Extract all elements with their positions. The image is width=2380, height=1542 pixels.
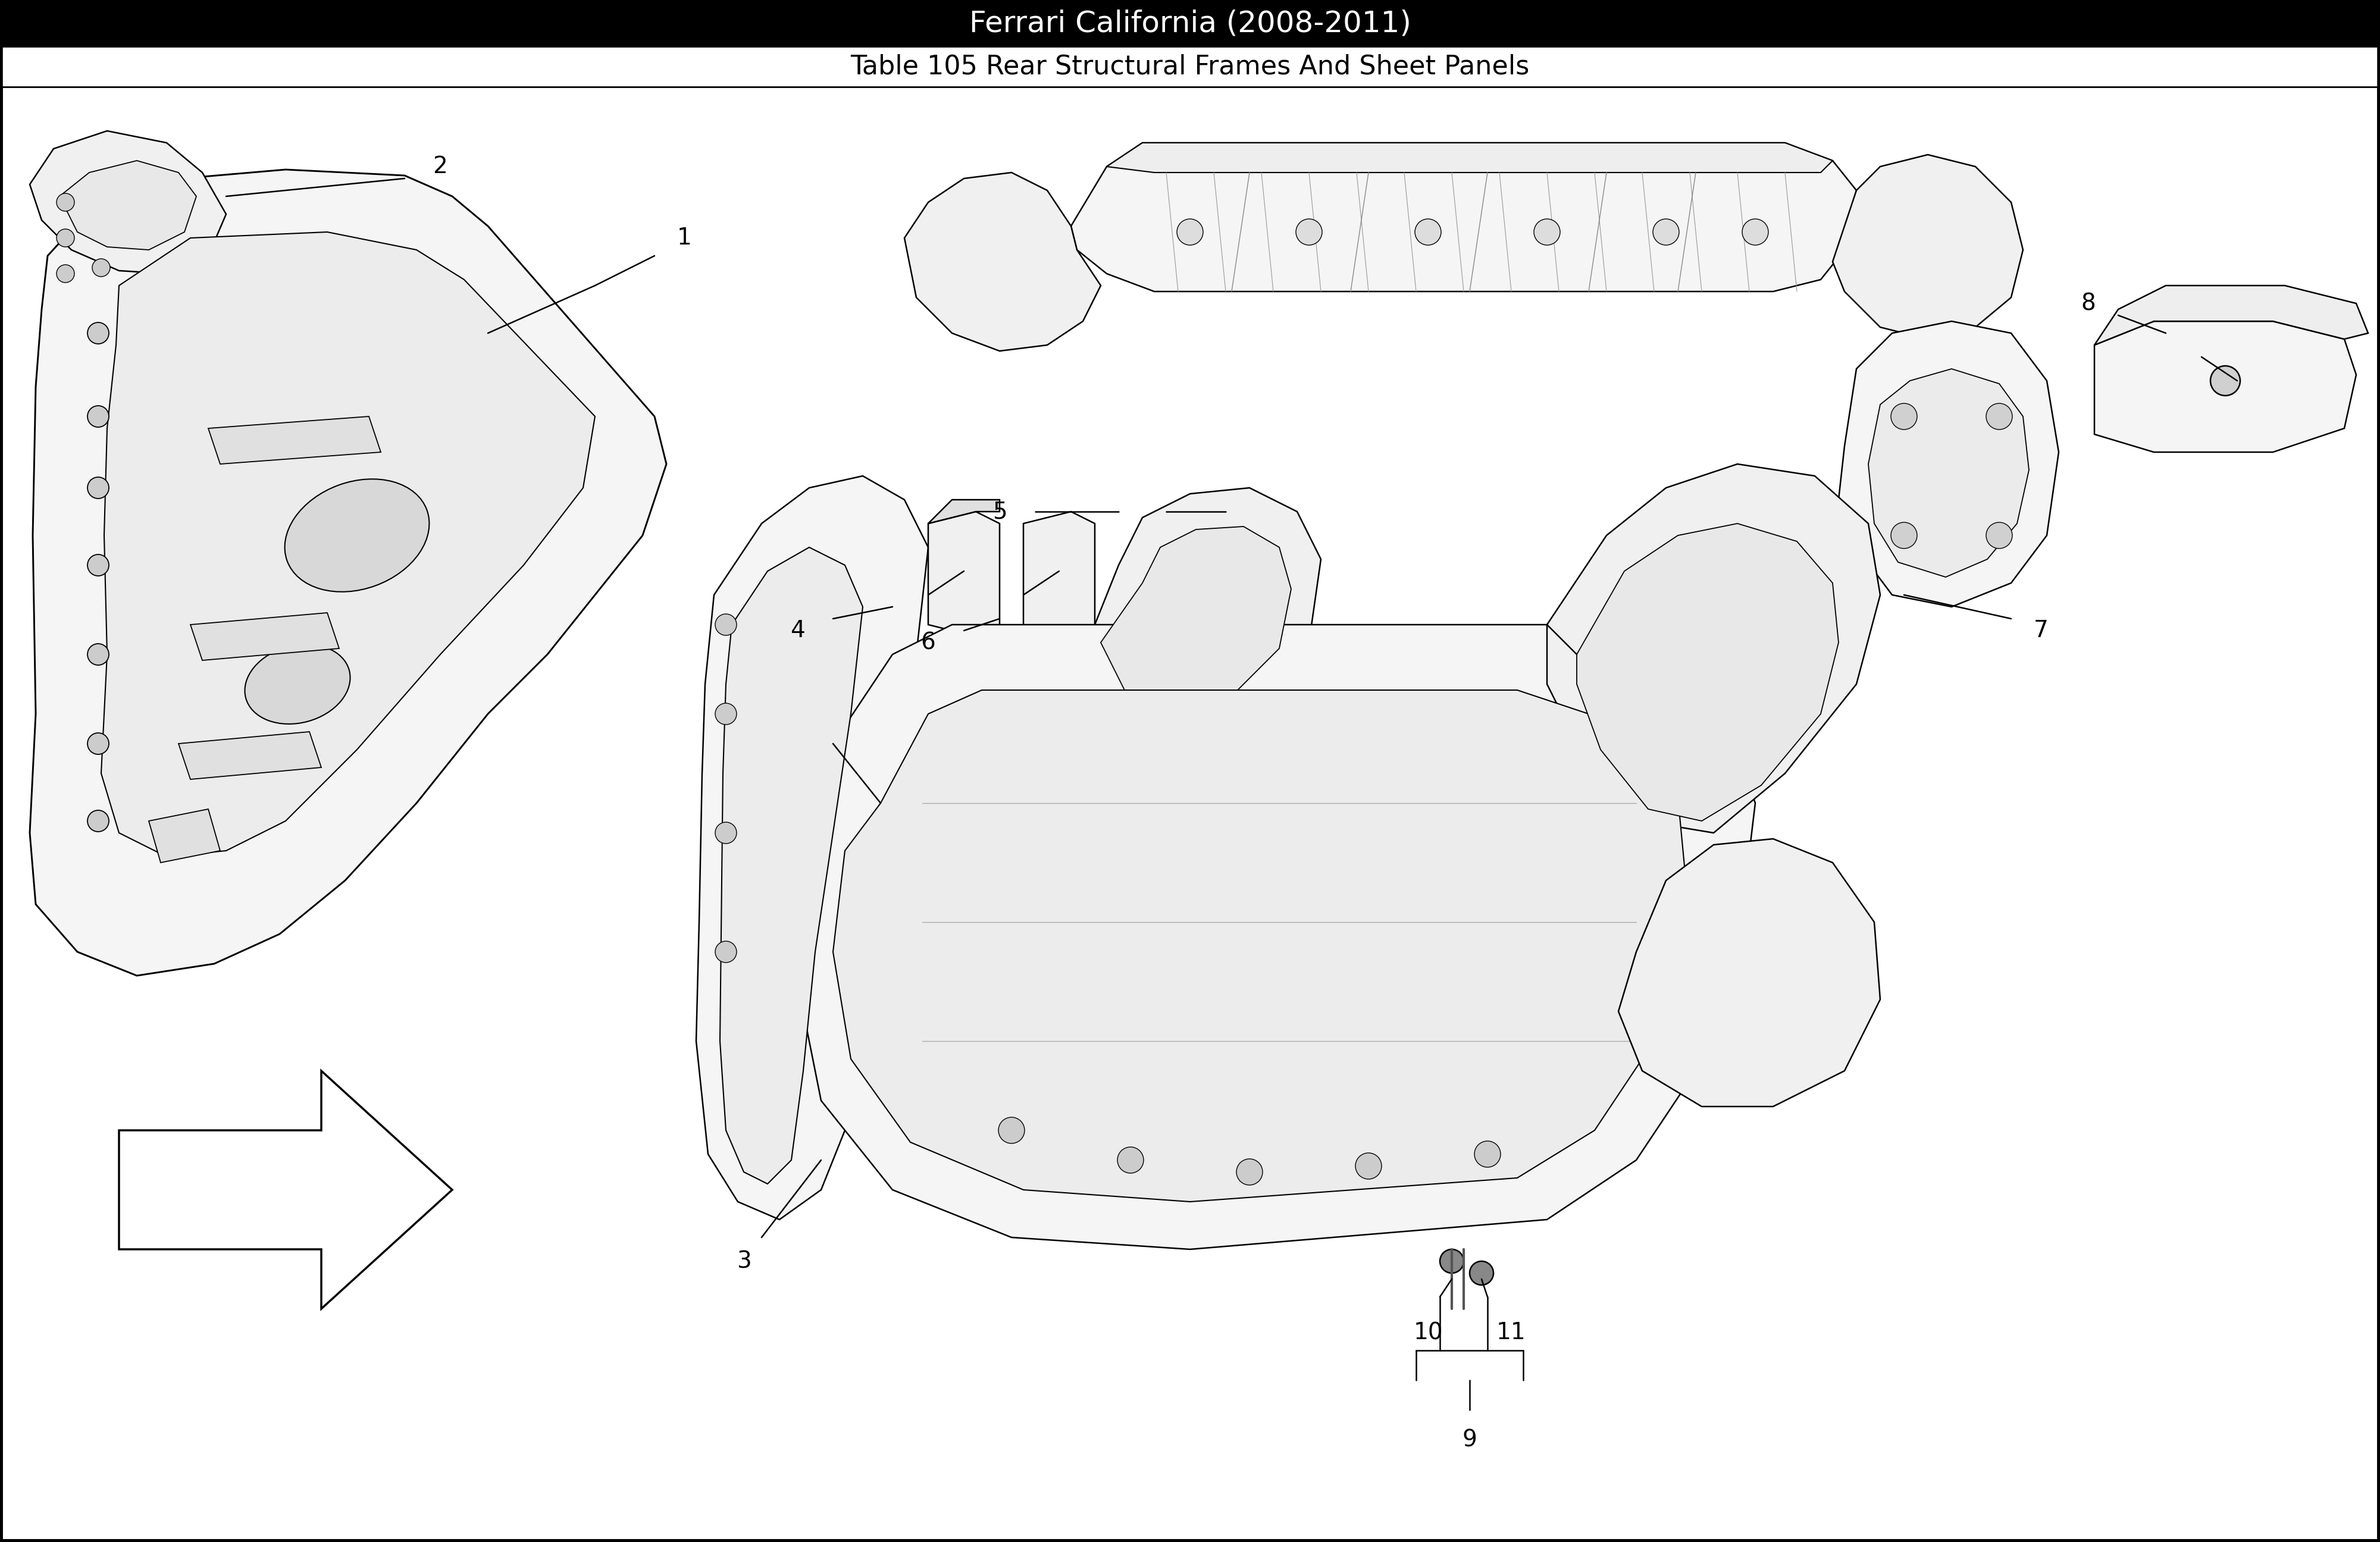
Text: 11: 11	[1497, 1321, 1526, 1345]
Text: 6: 6	[921, 631, 935, 654]
Polygon shape	[928, 512, 1000, 637]
Polygon shape	[148, 810, 219, 862]
Polygon shape	[1833, 154, 2023, 339]
Circle shape	[714, 822, 738, 843]
Polygon shape	[190, 612, 340, 660]
Polygon shape	[833, 691, 1690, 1201]
Circle shape	[1176, 219, 1204, 245]
Text: 9: 9	[1461, 1428, 1478, 1451]
Circle shape	[1414, 219, 1442, 245]
Polygon shape	[797, 625, 1756, 1249]
Polygon shape	[29, 131, 226, 273]
Circle shape	[1238, 1160, 1261, 1186]
Text: 5: 5	[992, 500, 1007, 523]
Circle shape	[1440, 1249, 1464, 1274]
Circle shape	[88, 406, 109, 427]
Circle shape	[2211, 365, 2240, 396]
Text: Table 105 Rear Structural Frames And Sheet Panels: Table 105 Rear Structural Frames And She…	[850, 54, 1530, 80]
Circle shape	[57, 265, 74, 282]
Circle shape	[57, 193, 74, 211]
Polygon shape	[1576, 524, 1837, 820]
Circle shape	[88, 555, 109, 575]
Circle shape	[88, 732, 109, 754]
Polygon shape	[1023, 512, 1095, 637]
Polygon shape	[2094, 285, 2368, 345]
Circle shape	[57, 230, 74, 247]
Circle shape	[1533, 219, 1561, 245]
Bar	[0, 0, 2380, 46]
Circle shape	[1471, 1261, 1495, 1284]
Text: 2: 2	[433, 156, 447, 177]
Circle shape	[88, 322, 109, 344]
Polygon shape	[1083, 487, 1321, 726]
Polygon shape	[695, 476, 928, 1220]
Circle shape	[1295, 219, 1323, 245]
Circle shape	[1357, 1153, 1380, 1180]
Circle shape	[714, 614, 738, 635]
Circle shape	[88, 810, 109, 831]
Polygon shape	[719, 547, 862, 1184]
Text: 7: 7	[2033, 620, 2049, 641]
Circle shape	[1652, 219, 1680, 245]
Circle shape	[1890, 404, 1918, 430]
Polygon shape	[1547, 464, 1880, 833]
Polygon shape	[928, 500, 1000, 524]
Circle shape	[93, 259, 109, 276]
Text: 10: 10	[1414, 1321, 1442, 1345]
Ellipse shape	[245, 645, 350, 725]
Circle shape	[1742, 219, 1768, 245]
Ellipse shape	[286, 480, 428, 592]
Polygon shape	[1071, 143, 1856, 291]
Polygon shape	[2094, 321, 2356, 452]
Polygon shape	[29, 170, 666, 976]
Circle shape	[1985, 404, 2013, 430]
Polygon shape	[119, 1070, 452, 1309]
Circle shape	[1000, 1118, 1023, 1144]
Circle shape	[1985, 523, 2013, 549]
Circle shape	[714, 941, 738, 962]
Text: Ferrari California (2008-2011): Ferrari California (2008-2011)	[969, 9, 1411, 37]
Text: 4: 4	[790, 620, 804, 641]
Text: 1: 1	[676, 227, 693, 250]
Text: 8: 8	[2080, 291, 2097, 315]
Circle shape	[1119, 1147, 1142, 1173]
Polygon shape	[100, 231, 595, 857]
Polygon shape	[178, 732, 321, 779]
Circle shape	[88, 476, 109, 498]
Polygon shape	[60, 160, 195, 250]
Polygon shape	[1107, 143, 1833, 173]
Circle shape	[88, 643, 109, 665]
Bar	[0, 46, 2380, 86]
Circle shape	[1476, 1141, 1502, 1167]
Polygon shape	[209, 416, 381, 464]
Polygon shape	[1618, 839, 1880, 1107]
Polygon shape	[904, 173, 1100, 352]
Polygon shape	[1100, 526, 1290, 708]
Text: 3: 3	[735, 1251, 752, 1272]
Polygon shape	[1868, 369, 2028, 577]
Circle shape	[714, 703, 738, 725]
Polygon shape	[1837, 321, 2059, 608]
Circle shape	[1890, 523, 1918, 549]
